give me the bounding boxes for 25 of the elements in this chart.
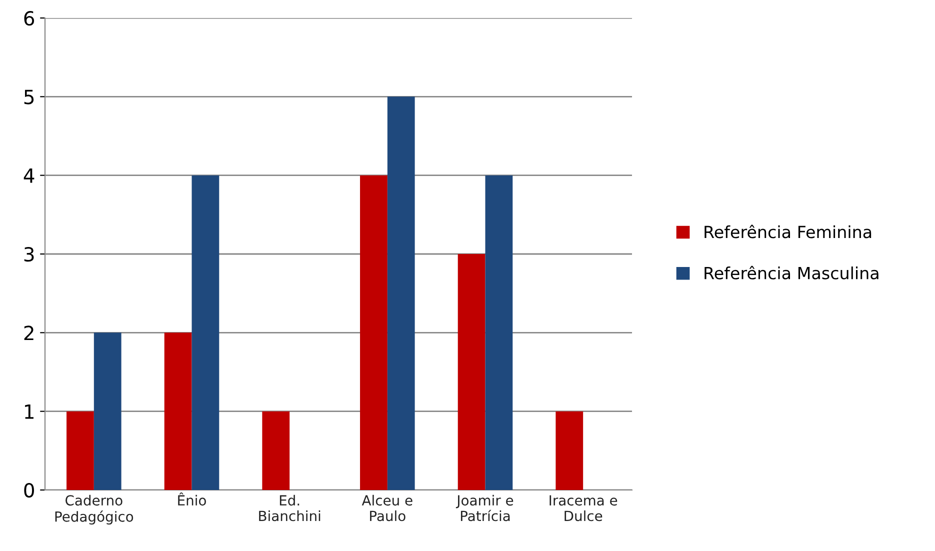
y-tick-label: 1	[25, 404, 34, 419]
legend-label: Referência Feminina	[704, 224, 872, 238]
x-tick-label: Iracema e Dulce	[550, 495, 618, 522]
bar	[66, 411, 94, 490]
bar	[262, 411, 290, 490]
x-tick-label: Alceu e Paulo	[362, 494, 412, 522]
bar	[164, 332, 192, 490]
bar	[387, 96, 415, 490]
y-tick-label: 6	[24, 10, 34, 26]
y-tick-label: 5	[24, 90, 34, 104]
y-tick-label: 2	[24, 326, 34, 340]
x-tick-label: Joamir e Patrícia	[456, 494, 514, 522]
bar	[556, 411, 584, 490]
bar	[94, 332, 122, 490]
bar	[192, 175, 220, 490]
x-tick-label: Caderno Pedagógico	[55, 494, 134, 525]
y-tick-label: 0	[24, 482, 34, 498]
y-tick-label: 3	[24, 246, 34, 262]
legend-label: Referência Masculina	[704, 266, 878, 280]
y-tick-label: 4	[24, 168, 34, 183]
bar	[458, 254, 486, 490]
x-tick-label: Ênio	[178, 492, 206, 506]
bar	[485, 175, 513, 490]
bar	[360, 175, 388, 490]
x-tick-label: Ed. Bianchini	[259, 494, 320, 522]
